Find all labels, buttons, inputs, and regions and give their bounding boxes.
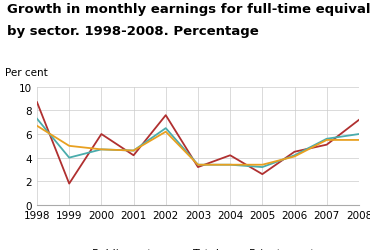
Text: by sector. 1998-2008. Percentage: by sector. 1998-2008. Percentage — [7, 25, 259, 38]
Total — [228, 164, 232, 166]
Text: Per cent: Per cent — [5, 68, 48, 78]
Public sector — [196, 166, 200, 169]
Total — [131, 150, 136, 152]
Total — [196, 164, 200, 166]
Total — [67, 156, 71, 160]
Private sector — [99, 148, 104, 151]
Private sector — [196, 164, 200, 166]
Total — [324, 138, 329, 141]
Text: Growth in monthly earnings for full-time equivalents,: Growth in monthly earnings for full-time… — [7, 2, 370, 16]
Public sector — [324, 144, 329, 146]
Private sector — [67, 145, 71, 148]
Total — [99, 148, 104, 151]
Private sector — [324, 139, 329, 142]
Total — [260, 166, 265, 169]
Private sector — [228, 164, 232, 166]
Public sector — [99, 133, 104, 136]
Private sector — [35, 125, 39, 128]
Total — [164, 127, 168, 130]
Legend: Public sector, Total, Private sector: Public sector, Total, Private sector — [66, 244, 330, 250]
Public sector — [164, 114, 168, 117]
Private sector — [292, 155, 297, 158]
Private sector — [164, 131, 168, 134]
Public sector — [292, 150, 297, 154]
Private sector — [260, 164, 265, 166]
Total — [292, 154, 297, 157]
Line: Total: Total — [37, 119, 359, 168]
Public sector — [35, 101, 39, 104]
Public sector — [357, 119, 361, 122]
Public sector — [228, 154, 232, 157]
Private sector — [131, 150, 136, 152]
Total — [357, 133, 361, 136]
Total — [35, 118, 39, 121]
Public sector — [67, 182, 71, 185]
Line: Public sector: Public sector — [37, 103, 359, 184]
Public sector — [131, 154, 136, 157]
Line: Private sector: Private sector — [37, 126, 359, 165]
Public sector — [260, 173, 265, 176]
Private sector — [357, 139, 361, 142]
